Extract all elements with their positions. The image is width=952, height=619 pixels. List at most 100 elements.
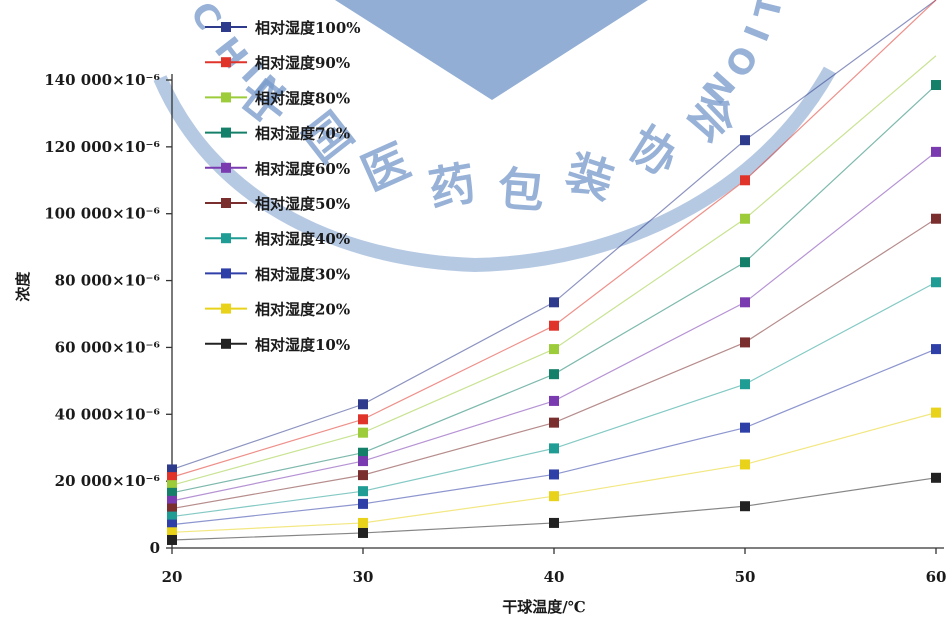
data-point (358, 414, 368, 425)
legend-label: 相对湿度70% (255, 125, 350, 143)
legend-marker (221, 233, 231, 244)
legend-label: 相对湿度40% (255, 230, 350, 248)
legend-marker (221, 162, 231, 173)
data-point (549, 369, 559, 380)
data-point (167, 511, 177, 522)
data-point (740, 257, 750, 268)
watermark-character: 装 (560, 144, 620, 210)
watermark-triangle (335, 0, 648, 100)
legend-item: 相对湿度100% (205, 19, 361, 37)
y-axis-title: 浓度 (14, 271, 32, 302)
legend-marker (221, 338, 231, 349)
data-point (931, 344, 941, 355)
data-point (931, 146, 941, 157)
legend-item: 相对湿度50% (205, 195, 350, 213)
legend-item: 相对湿度10% (205, 336, 350, 354)
data-point (167, 503, 177, 514)
data-point (358, 447, 368, 458)
data-point (167, 534, 177, 545)
data-point (549, 395, 559, 406)
data-point (931, 277, 941, 288)
data-point (549, 320, 559, 331)
data-point (740, 213, 750, 224)
legend-marker (221, 127, 231, 138)
x-tick-label: 20 (162, 568, 183, 586)
legend-label: 相对湿度20% (255, 301, 350, 319)
data-point (931, 80, 941, 91)
legend-marker (221, 198, 231, 208)
legend-marker (221, 303, 231, 314)
data-point (740, 501, 750, 512)
data-point (931, 407, 941, 418)
legend-item: 相对湿度30% (205, 265, 350, 283)
data-point (167, 519, 177, 530)
legend-label: 相对湿度80% (255, 89, 350, 107)
series-line (171, 84, 937, 494)
data-point (549, 297, 559, 308)
legend-marker (221, 57, 231, 68)
data-point (167, 495, 177, 506)
watermark-letter: I (737, 21, 779, 48)
legend-marker (221, 92, 231, 103)
data-point (358, 456, 368, 467)
data-point (358, 486, 368, 497)
watermark-letter: T (747, 0, 792, 23)
y-tick-label: 60 000×10⁻⁶ (55, 338, 161, 356)
data-point (358, 427, 368, 438)
data-point (167, 464, 177, 475)
series-line (171, 477, 937, 541)
legend-item: 相对湿度20% (205, 301, 350, 319)
legend-item: 相对湿度70% (205, 125, 350, 143)
legend: 相对湿度100% 相对湿度90% 相对湿度80% 相对湿度70% 相对湿度60% 相对湿度… (205, 19, 361, 354)
legend-label: 相对湿度100% (255, 19, 361, 37)
legend-label: 相对湿度10% (255, 336, 350, 354)
y-tick-label: 20 000×10⁻⁶ (55, 472, 161, 490)
legend-item: 相对湿度40% (205, 230, 350, 248)
data-point (740, 422, 750, 433)
x-tick-label: 40 (544, 568, 565, 586)
data-point (549, 417, 559, 428)
watermark-ring-arc (153, 66, 837, 273)
data-point (549, 491, 559, 502)
legend-marker (221, 268, 231, 279)
watermark-character: 协 (620, 116, 688, 186)
watermark-character: 医 (353, 133, 417, 201)
legend-item: 相对湿度80% (205, 89, 350, 107)
watermark-character: 包 (496, 162, 546, 219)
y-tick-label: 80 000×10⁻⁶ (55, 272, 161, 290)
y-tick-label: 40 000×10⁻⁶ (55, 405, 161, 423)
data-point (549, 517, 559, 528)
data-point (549, 443, 559, 454)
x-tick-label: 50 (735, 568, 756, 586)
legend-label: 相对湿度60% (255, 160, 350, 178)
data-point (740, 337, 750, 348)
x-tick-label: 30 (353, 568, 374, 586)
data-point (549, 469, 559, 480)
y-tick-label: 120 000×10⁻⁶ (44, 138, 160, 156)
legend-item: 相对湿度90% (205, 54, 350, 72)
x-tick-label: 60 (926, 568, 947, 586)
data-point (931, 213, 941, 224)
y-tick-label: 140 000×10⁻⁶ (44, 71, 160, 89)
data-point (740, 175, 750, 186)
data-point (740, 459, 750, 470)
data-point (358, 517, 368, 528)
data-point (740, 379, 750, 390)
data-point (167, 527, 177, 538)
series-points (167, 80, 941, 545)
legend-item: 相对湿度60% (205, 160, 350, 178)
data-point (358, 399, 368, 410)
watermark-character: 药 (425, 156, 480, 217)
data-point (167, 472, 177, 483)
y-tick-label: 0 (150, 539, 160, 557)
legend-label: 相对湿度30% (255, 265, 350, 283)
data-point (358, 527, 368, 538)
data-point (740, 135, 750, 146)
data-point (931, 472, 941, 483)
legend-label: 相对湿度90% (255, 54, 350, 72)
data-point (549, 344, 559, 355)
y-tick-label: 100 000×10⁻⁶ (44, 205, 160, 223)
data-point (358, 498, 368, 509)
legend-label: 相对湿度50% (255, 195, 350, 213)
